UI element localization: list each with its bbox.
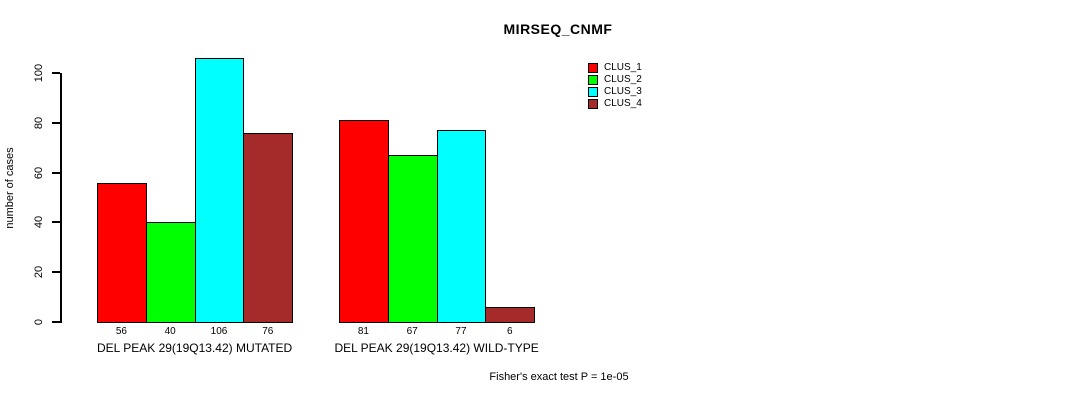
legend-swatch-icon (588, 75, 598, 85)
bar-value-label: 77 (455, 326, 467, 337)
y-axis-label: number of cases (4, 147, 16, 229)
y-axis-tick (52, 171, 60, 174)
y-axis-tick (52, 271, 60, 274)
y-tick-label: 40 (33, 216, 45, 229)
y-axis-tick (52, 121, 60, 124)
bar-clus_3-group2 (436, 130, 487, 323)
legend-swatch-icon (588, 87, 598, 97)
bar-clus_4-group2 (485, 307, 536, 323)
bar-value-label: 76 (262, 326, 274, 337)
bar-value-label: 106 (210, 326, 228, 337)
y-tick-label: 80 (33, 116, 45, 129)
bar-clus_4-group1 (243, 132, 294, 323)
legend-item-clus_4: CLUS_4 (588, 98, 642, 110)
legend-label: CLUS_3 (604, 86, 642, 97)
bar-clus_3-group1 (194, 58, 245, 323)
legend-item-clus_3: CLUS_3 (588, 86, 642, 98)
bar-clus_2-group2 (387, 155, 438, 323)
legend-label: CLUS_1 (604, 62, 642, 73)
y-tick-label: 20 (33, 266, 45, 279)
legend: CLUS_1 CLUS_2 CLUS_3 CLUS_4 (588, 62, 642, 110)
y-axis-tick (52, 72, 60, 74)
y-axis-line (60, 73, 62, 323)
legend-label: CLUS_4 (604, 98, 642, 109)
legend-swatch-icon (588, 63, 598, 73)
legend-item-clus_2: CLUS_2 (588, 74, 642, 86)
group-label: DEL PEAK 29(19Q13.42) MUTATED (97, 341, 293, 355)
bar-value-label: 40 (164, 326, 176, 337)
bar-value-label: 81 (357, 326, 369, 337)
bar-clus_1-group1 (97, 182, 147, 323)
chart-title: MIRSEQ_CNMF (503, 21, 613, 37)
bar-clus_1-group2 (339, 120, 389, 323)
legend-item-clus_1: CLUS_1 (588, 62, 642, 74)
y-tick-label: 60 (33, 166, 45, 179)
bar-value-label: 6 (507, 326, 513, 337)
legend-swatch-icon (588, 99, 598, 109)
group-label: DEL PEAK 29(19Q13.42) WILD-TYPE (334, 341, 539, 355)
footnote: Fisher's exact test P = 1e-05 (489, 371, 629, 383)
bar-clus_2-group1 (145, 222, 196, 323)
bar-value-label: 56 (115, 326, 127, 337)
y-axis-tick (52, 221, 60, 224)
legend-label: CLUS_2 (604, 74, 642, 85)
y-tick-label: 100 (33, 63, 45, 83)
bar-value-label: 67 (406, 326, 418, 337)
y-tick-label: 0 (33, 318, 45, 326)
y-axis-tick (52, 321, 60, 323)
